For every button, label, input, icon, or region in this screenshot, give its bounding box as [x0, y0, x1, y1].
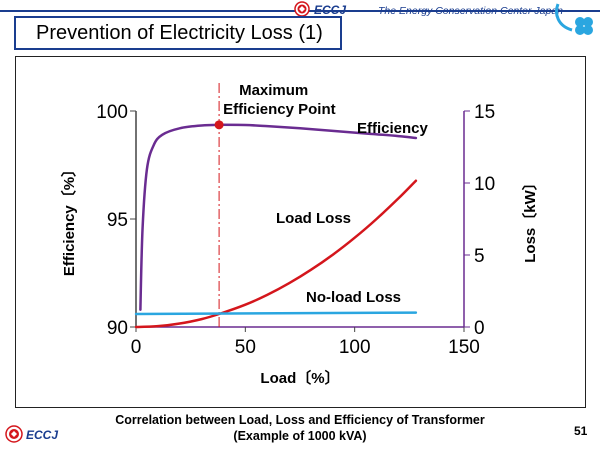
chart-labels: Maximum Efficiency Point Efficiency Load Lo…: [223, 82, 428, 306]
y-left-tick-label: 90: [107, 318, 128, 339]
max-efficiency-point-marker: [214, 120, 224, 130]
series-label-efficiency: Efficiency: [357, 120, 429, 137]
figure-caption: Correlation between Load, Loss and Effic…: [60, 412, 540, 444]
chart-axes: 0 50 100 150 90 95 100 0 5 10 15 Load〔%〕 Efficiency〔…: [60, 102, 539, 387]
page-number: 51: [574, 424, 588, 438]
organization-name: The Energy Conservation Center Japan: [378, 5, 564, 17]
eccj-logo-header: ECCJ: [294, 1, 346, 17]
y-left-tick-label: 95: [107, 210, 128, 231]
chart-panel: 0 50 100 150 90 95 100 0 5 10 15 Load〔%〕 Efficiency〔…: [15, 56, 586, 408]
series-label-load-loss: Load Loss: [276, 210, 351, 227]
annotation-maximum: Maximum: [239, 82, 308, 99]
y-right-tick-label: 10: [474, 174, 495, 195]
series-line-load-loss: [134, 179, 418, 329]
page-title: Prevention of Electricity Loss (1): [14, 16, 342, 50]
chart-series: [134, 83, 418, 329]
series-line-no-load-loss: [134, 311, 418, 316]
y-left-tick-label: 100: [96, 102, 128, 123]
y-right-axis-title: Loss〔kW〕: [521, 175, 539, 263]
caption-line-1: Correlation between Load, Loss and Effic…: [115, 413, 485, 427]
y-right-tick-label: 5: [474, 246, 485, 267]
y-right-tick-label: 15: [474, 102, 495, 123]
clover-logo-icon: [555, 3, 593, 35]
y-right-tick-label: 0: [474, 318, 485, 339]
series-label-no-load-loss: No-load Loss: [306, 289, 401, 306]
x-tick-label: 0: [131, 337, 142, 358]
footer-logo-text: ECCJ: [26, 428, 58, 442]
x-tick-label: 100: [339, 337, 371, 358]
x-tick-label: 150: [448, 337, 480, 358]
x-tick-label: 50: [235, 337, 256, 358]
y-left-axis-title: Efficiency〔%〕: [60, 162, 78, 276]
annotation-efficiency-point: Efficiency Point: [223, 101, 336, 118]
transformer-chart: 0 50 100 150 90 95 100 0 5 10 15 Load〔%〕 Efficiency〔…: [60, 82, 539, 387]
eccj-logo-footer: ECCJ: [5, 425, 58, 443]
caption-line-2: (Example of 1000 kVA): [233, 429, 367, 443]
header-logo-text: ECCJ: [314, 3, 346, 17]
x-axis-title: Load〔%〕: [260, 369, 339, 387]
